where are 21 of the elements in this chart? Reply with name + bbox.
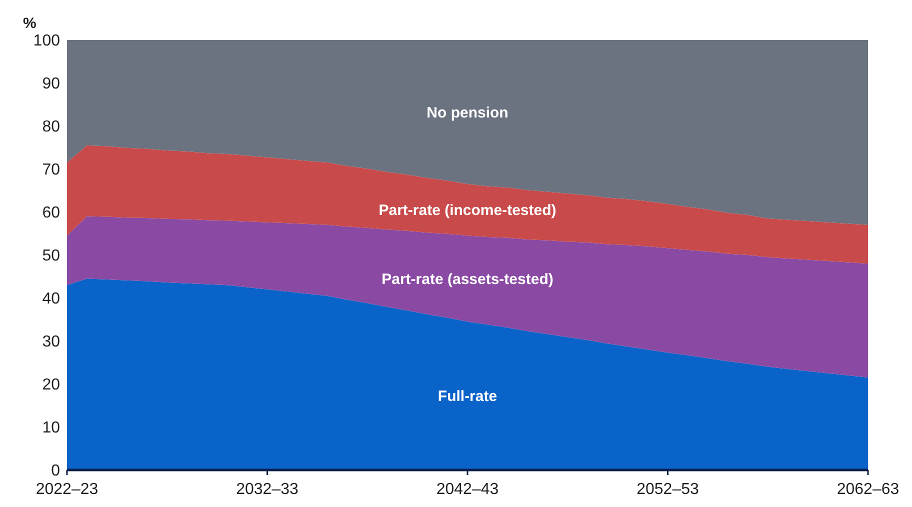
x-tick-label: 2052–53 xyxy=(636,481,699,498)
y-tick-label: 50 xyxy=(42,248,60,265)
y-axis-title: % xyxy=(23,15,36,32)
y-tick-label: 80 xyxy=(42,118,60,136)
series-label: Full-rate xyxy=(438,388,498,406)
series-label: No pension xyxy=(426,104,508,122)
series-label: Part-rate (income-tested) xyxy=(378,202,556,220)
y-tick-label: 30 xyxy=(42,334,60,351)
y-tick-label: 70 xyxy=(42,162,60,179)
y-tick-label: 10 xyxy=(42,420,60,437)
x-tick-label: 2042–43 xyxy=(436,481,499,498)
x-tick-label: 2032–33 xyxy=(236,481,298,498)
series-label: Part-rate (assets-tested) xyxy=(382,270,554,288)
y-tick-label: 40 xyxy=(42,290,60,308)
x-tick-label: 2062–63 xyxy=(836,481,900,498)
y-tick-label: 0 xyxy=(51,462,60,480)
y-tick-label: 100 xyxy=(33,32,60,50)
y-tick-label: 90 xyxy=(42,76,60,93)
y-tick-label: 20 xyxy=(42,376,60,394)
y-tick-label: 60 xyxy=(42,204,60,222)
x-tick-label: 2022–23 xyxy=(36,481,98,498)
